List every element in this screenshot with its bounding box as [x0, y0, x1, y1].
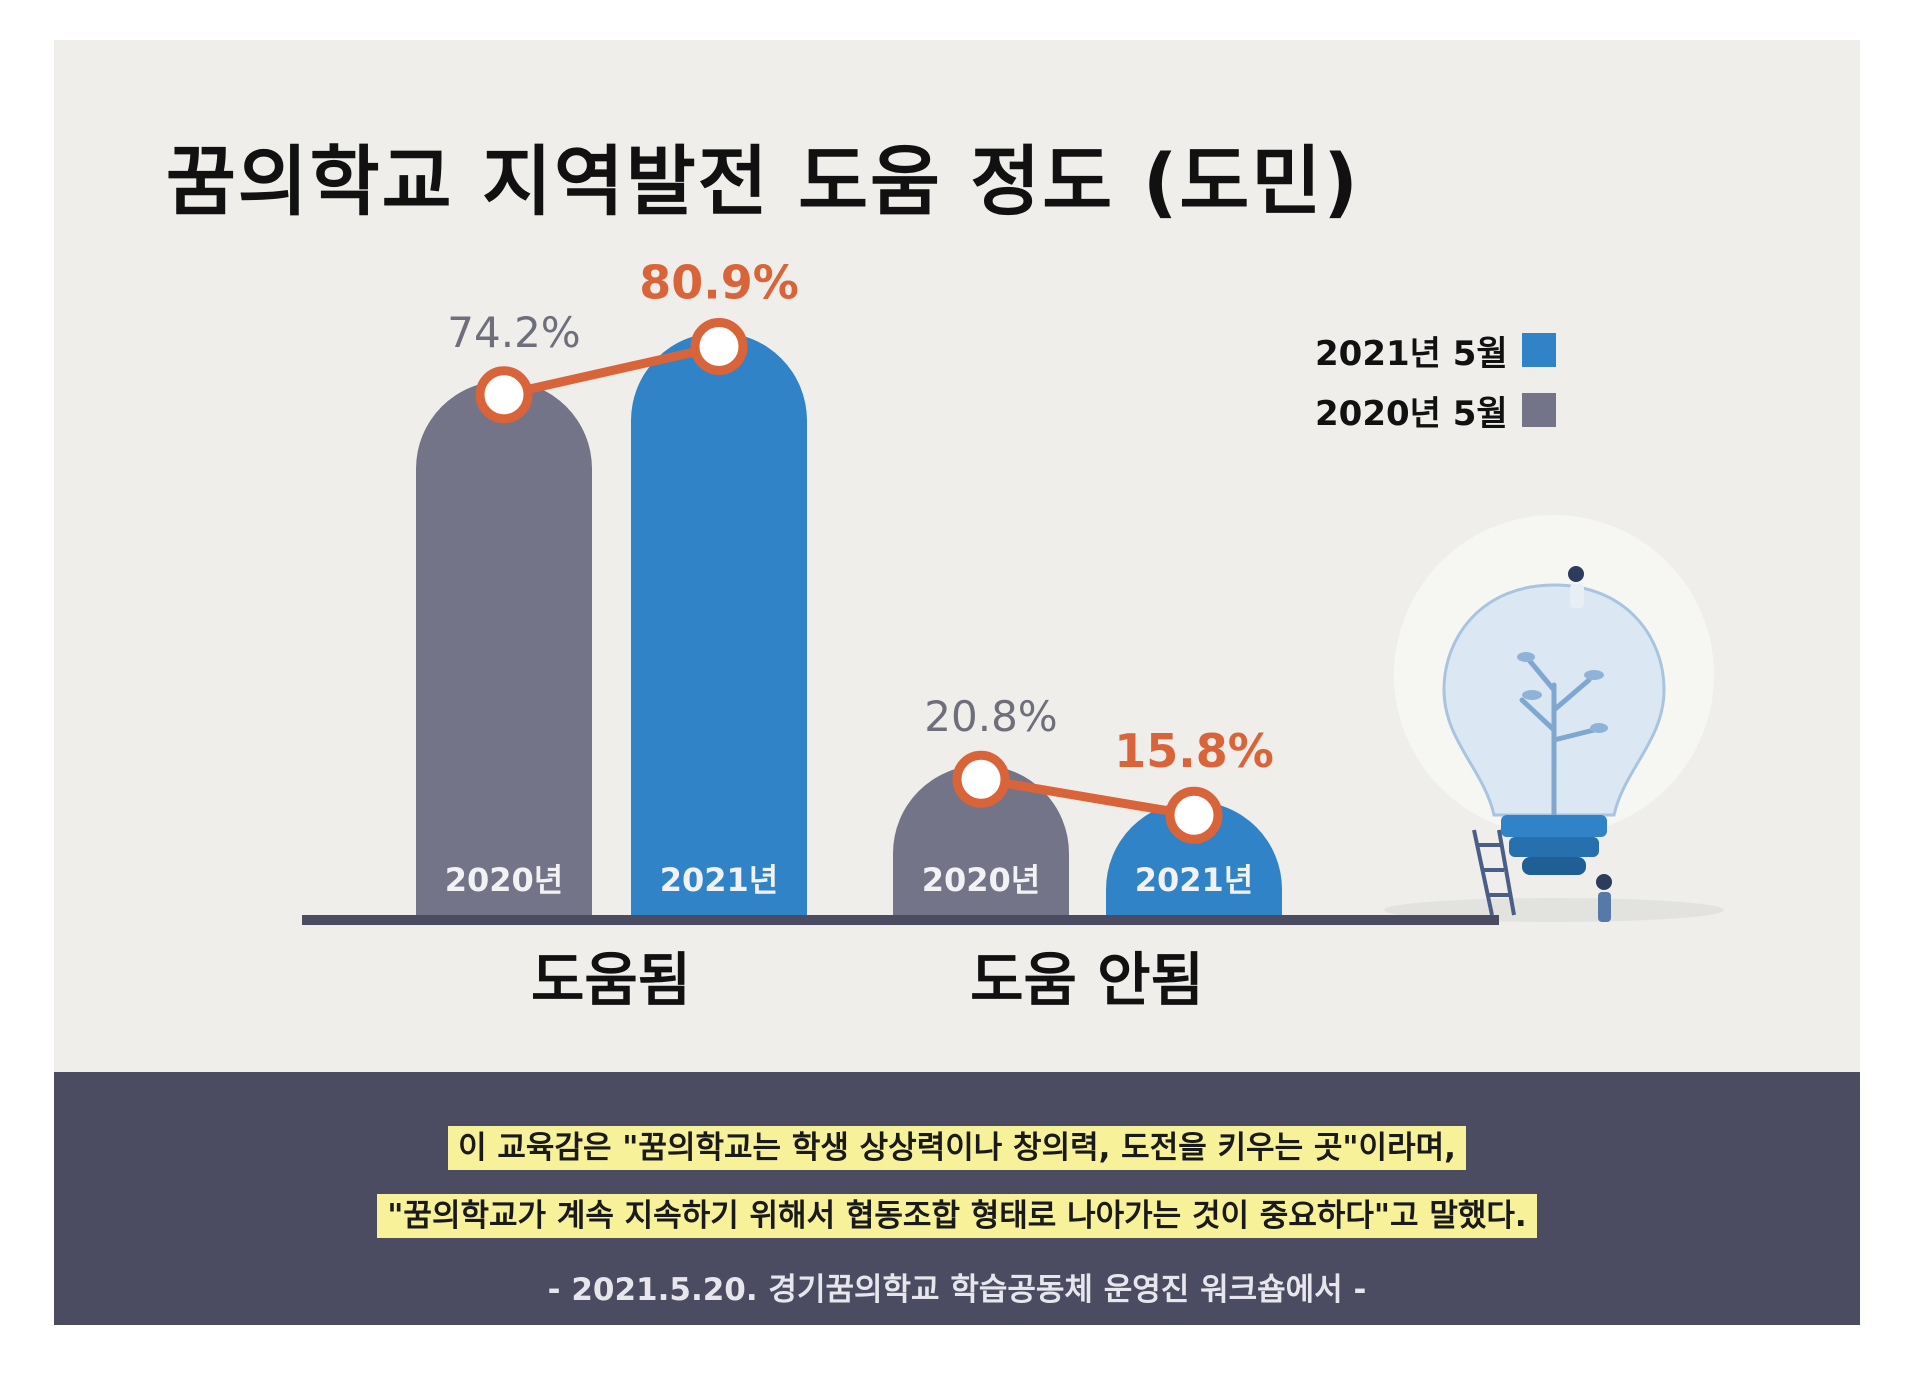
quote-line-2-row: "꿈의학교가 계속 지속하기 위해서 협동조합 형태로 나아가는 것이 중요하다…	[54, 1190, 1860, 1238]
category-labels: 도움됨 도움 안됨	[531, 946, 1204, 1014]
connector-lines: 74.2% 80.9% 20.8% 15.8%	[447, 256, 1274, 844]
point-marker-0-0	[475, 366, 533, 424]
bars-layer: 2020년 2021년 2020년 2021년	[416, 332, 1282, 915]
bar-1-0	[631, 332, 807, 915]
lightbulb-illustration	[1384, 515, 1724, 922]
legend-swatch-2021	[1521, 333, 1556, 367]
value-label-0-1: 20.8%	[924, 692, 1057, 741]
connector-line-1	[980, 774, 1195, 820]
bar-0-0	[416, 380, 592, 915]
bar-0-1	[893, 765, 1069, 915]
connector-line-0	[503, 342, 720, 400]
value-label-1-1: 15.8%	[1114, 724, 1274, 778]
category-label-0: 도움됨	[531, 946, 691, 1014]
point-marker-1-1	[1165, 786, 1223, 844]
bar-chart: 2020년 2021년 2020년 2021년 도움됨 도움 안됨 74.2% 80.9%…	[302, 256, 1724, 1014]
bar-year-label-0-1: 2020년	[922, 861, 1041, 899]
legend-label-2021: 2021년 5월	[1315, 333, 1508, 374]
bar-year-label-0-0: 2020년	[445, 861, 564, 899]
quote-panel: 이 교육감은 "꿈의학교는 학생 상상력이나 창의력, 도전을 키우는 곳"이라…	[54, 1072, 1860, 1325]
value-label-1-0: 80.9%	[639, 256, 799, 310]
category-label-1: 도움 안됨	[970, 946, 1204, 1014]
point-marker-0-1	[952, 750, 1010, 808]
point-marker-1-0	[690, 318, 748, 376]
quote-source: - 2021.5.20. 경기꿈의학교 학습공동체 운영진 워크숍에서 -	[547, 1272, 1367, 1308]
legend-label-2020: 2020년 5월	[1315, 393, 1508, 434]
bar-year-label-1-0: 2021년	[660, 861, 779, 899]
bar-year-label-1-1: 2021년	[1135, 861, 1254, 899]
legend-swatch-2020	[1521, 393, 1556, 427]
quote-line-1: 이 교육감은 "꿈의학교는 학생 상상력이나 창의력, 도전을 키우는 곳"이라…	[448, 1126, 1466, 1170]
legend-item-2020: 2020년 5월	[1315, 388, 1556, 434]
infographic-card: 꿈의학교 지역발전 도움 정도 (도민) 2020년 2021년 2020년 2021…	[54, 40, 1860, 1325]
chart-title: 꿈의학교 지역발전 도움 정도 (도민)	[165, 137, 1360, 226]
value-label-0-0: 74.2%	[447, 308, 580, 357]
quote-line-1-row: 이 교육감은 "꿈의학교는 학생 상상력이나 창의력, 도전을 키우는 곳"이라…	[54, 1122, 1860, 1170]
legend-item-2021: 2021년 5월	[1315, 328, 1556, 374]
bar-1-1	[1106, 801, 1282, 915]
quote-line-2: "꿈의학교가 계속 지속하기 위해서 협동조합 형태로 나아가는 것이 중요하다…	[377, 1194, 1537, 1238]
